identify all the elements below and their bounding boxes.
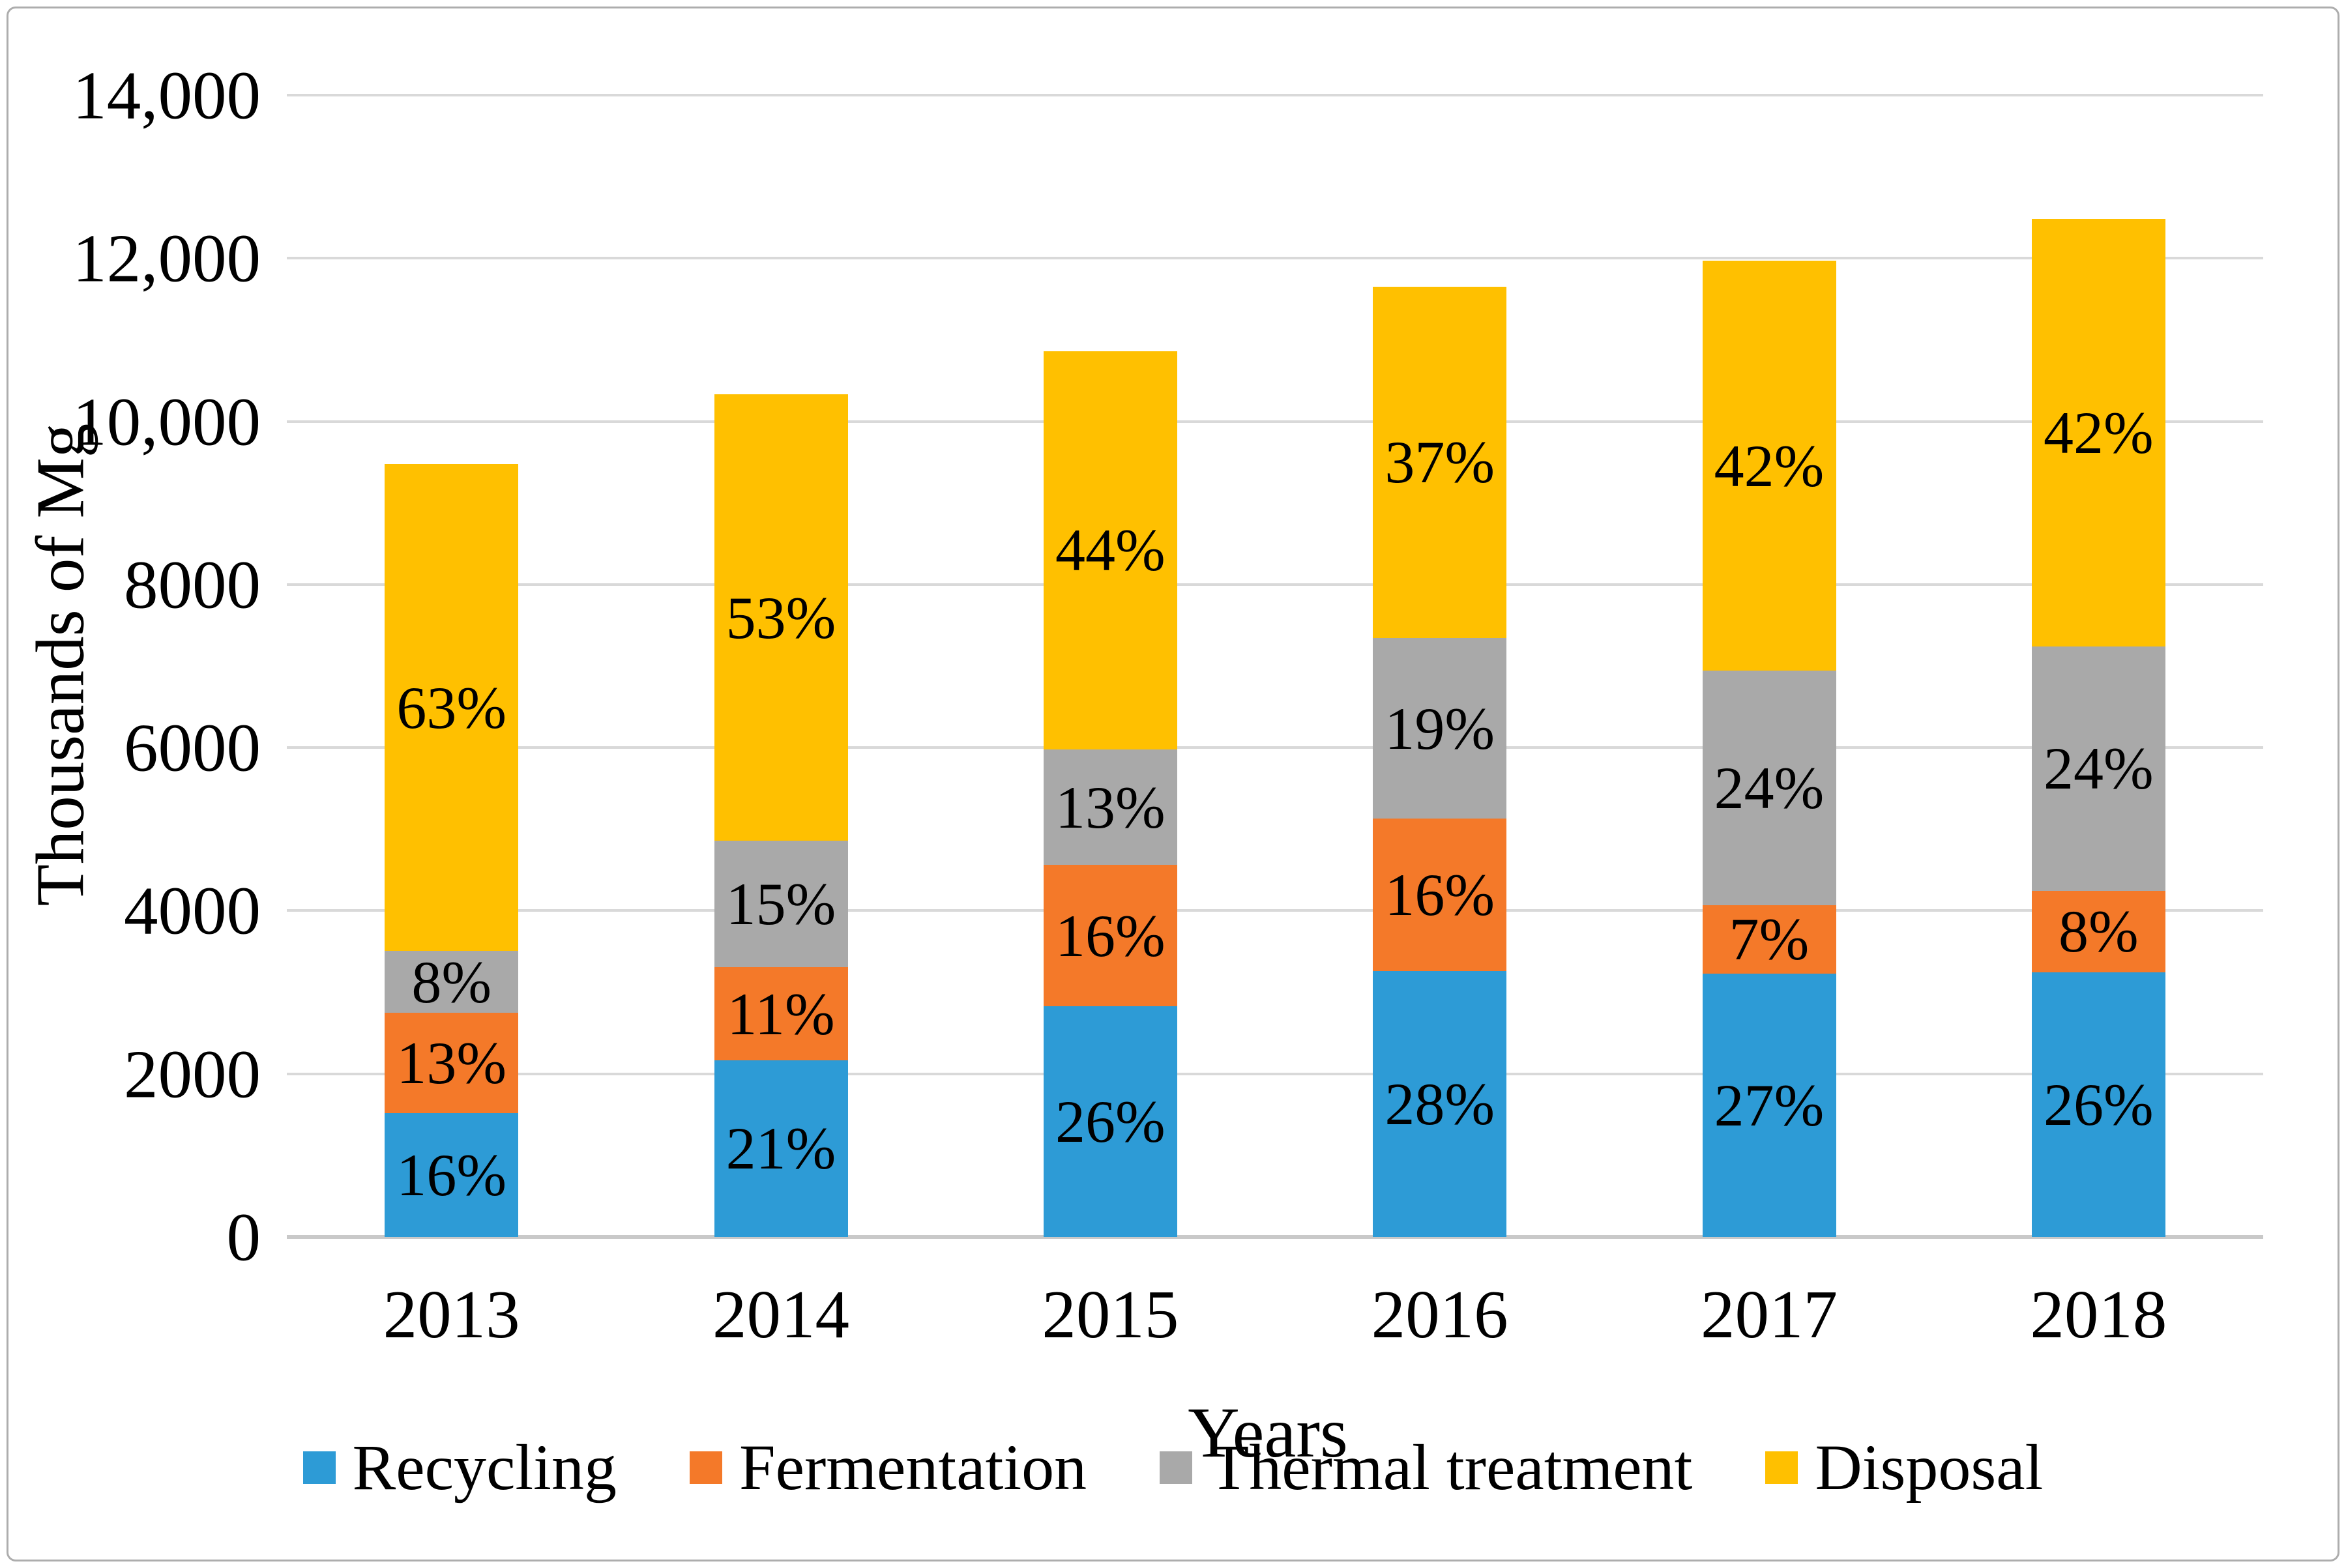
percent-label: 19%	[1385, 695, 1495, 762]
y-tick-label: 2000	[124, 1036, 261, 1112]
percent-label: 8%	[2059, 898, 2139, 965]
gridline	[287, 1072, 2263, 1075]
y-tick-label: 14,000	[72, 57, 261, 134]
legend-item-thermal-treatment: Thermal treatment	[1160, 1435, 1692, 1500]
percent-label: 27%	[1714, 1071, 1825, 1139]
y-axis-title: Thousands of Mg	[22, 423, 98, 907]
x-tick-label-2018: 2018	[2030, 1276, 2167, 1352]
segment-recycling-2013: 16%	[385, 1113, 519, 1237]
segment-fermentation-2016: 16%	[1373, 819, 1507, 971]
bar-2017: 27% 7% 24% 42%	[1702, 261, 1836, 1237]
x-tick-label-2016: 2016	[1371, 1276, 1508, 1352]
gridline	[287, 420, 2263, 423]
y-tick-label: 10,000	[72, 383, 261, 460]
x-tick-label-2017: 2017	[1701, 1276, 1838, 1352]
x-tick-label-2014: 2014	[712, 1276, 849, 1352]
y-tick-label: 12,000	[72, 220, 261, 297]
legend-label: Recycling	[352, 1431, 617, 1503]
percent-label: 26%	[2044, 1071, 2154, 1138]
plot-area: 16% 13% 8% 63% 21% 11% 15% 53% 26% 16% 13% 44% 28% 16…	[287, 94, 2263, 1239]
segment-thermal-treatment-2017: 24%	[1702, 671, 1836, 905]
percent-label: 28%	[1385, 1070, 1495, 1137]
segment-disposal-2015: 44%	[1043, 351, 1177, 750]
percent-label: 13%	[396, 1030, 506, 1097]
segment-fermentation-2018: 8%	[2031, 890, 2165, 972]
percent-label: 21%	[726, 1115, 836, 1182]
segment-recycling-2014: 21%	[714, 1060, 848, 1237]
y-tick-label: 4000	[124, 872, 261, 949]
bar-2015: 26% 16% 13% 44%	[1043, 351, 1177, 1237]
legend-label: Fermentation	[739, 1431, 1087, 1503]
legend-swatch-icon	[1765, 1451, 1798, 1484]
segment-disposal-2017: 42%	[1702, 261, 1836, 671]
legend-item-disposal: Disposal	[1765, 1435, 2043, 1500]
x-axis-line	[287, 1235, 2263, 1239]
percent-label: 53%	[726, 584, 836, 651]
percent-label: 44%	[1055, 517, 1166, 584]
percent-label: 15%	[726, 871, 836, 938]
segment-disposal-2016: 37%	[1373, 286, 1507, 639]
legend-swatch-icon	[689, 1451, 722, 1484]
segment-thermal-treatment-2014: 15%	[714, 841, 848, 968]
legend: Recycling Fermentation Thermal treatment Di…	[0, 1435, 2346, 1500]
gridline	[287, 746, 2263, 749]
segment-thermal-treatment-2013: 8%	[385, 948, 519, 1015]
segment-fermentation-2014: 11%	[714, 967, 848, 1060]
x-tick-label-2015: 2015	[1042, 1276, 1179, 1352]
legend-item-fermentation: Fermentation	[689, 1431, 1087, 1503]
bar-2014: 21% 11% 15% 53%	[714, 394, 848, 1237]
gridline	[287, 583, 2263, 586]
legend-label: Thermal treatment	[1209, 1431, 1693, 1503]
percent-label: 7%	[1729, 906, 1810, 973]
gridline	[287, 94, 2263, 96]
segment-recycling-2018: 26%	[2031, 972, 2165, 1237]
bar-2013: 16% 13% 8% 63%	[385, 464, 519, 1237]
segment-fermentation-2015: 16%	[1043, 865, 1177, 1007]
bar-2018: 26% 8% 24% 42%	[2031, 218, 2165, 1237]
percent-label: 16%	[1385, 861, 1495, 928]
percent-label: 42%	[2044, 399, 2154, 466]
segment-disposal-2013: 63%	[385, 464, 519, 951]
percent-label: 37%	[1385, 429, 1495, 496]
segment-disposal-2014: 53%	[714, 394, 848, 841]
percent-label: 11%	[727, 980, 835, 1047]
percent-label: 42%	[1714, 432, 1825, 499]
x-tick-label-2013: 2013	[383, 1276, 520, 1352]
segment-fermentation-2017: 7%	[1702, 905, 1836, 974]
legend-swatch-icon	[1160, 1451, 1193, 1484]
segment-recycling-2017: 27%	[1702, 973, 1836, 1237]
gridline	[287, 909, 2263, 912]
segment-disposal-2018: 42%	[2031, 218, 2165, 646]
legend-label: Disposal	[1815, 1431, 2044, 1503]
percent-label: 24%	[1714, 754, 1825, 821]
segment-recycling-2016: 28%	[1373, 970, 1507, 1237]
x-axis-title: Years	[1188, 1393, 1348, 1472]
gridline	[287, 257, 2263, 260]
percent-label: 16%	[1055, 902, 1166, 969]
segment-thermal-treatment-2015: 13%	[1043, 749, 1177, 865]
bar-2016: 28% 16% 19% 37%	[1373, 286, 1507, 1237]
percent-label: 16%	[396, 1142, 506, 1209]
percent-label: 63%	[396, 674, 506, 741]
legend-swatch-icon	[302, 1451, 336, 1484]
segment-recycling-2015: 26%	[1043, 1006, 1177, 1237]
y-tick-label: 8000	[124, 546, 261, 623]
y-tick-label: 0	[226, 1198, 261, 1275]
legend-item-recycling: Recycling	[302, 1431, 617, 1503]
segment-thermal-treatment-2016: 19%	[1373, 638, 1507, 819]
segment-fermentation-2013: 13%	[385, 1013, 519, 1114]
percent-label: 26%	[1055, 1088, 1166, 1155]
percent-label: 8%	[411, 948, 491, 1015]
percent-label: 13%	[1055, 774, 1166, 841]
segment-thermal-treatment-2018: 24%	[2031, 646, 2165, 891]
percent-label: 24%	[2044, 735, 2154, 802]
y-tick-label: 6000	[124, 709, 261, 786]
